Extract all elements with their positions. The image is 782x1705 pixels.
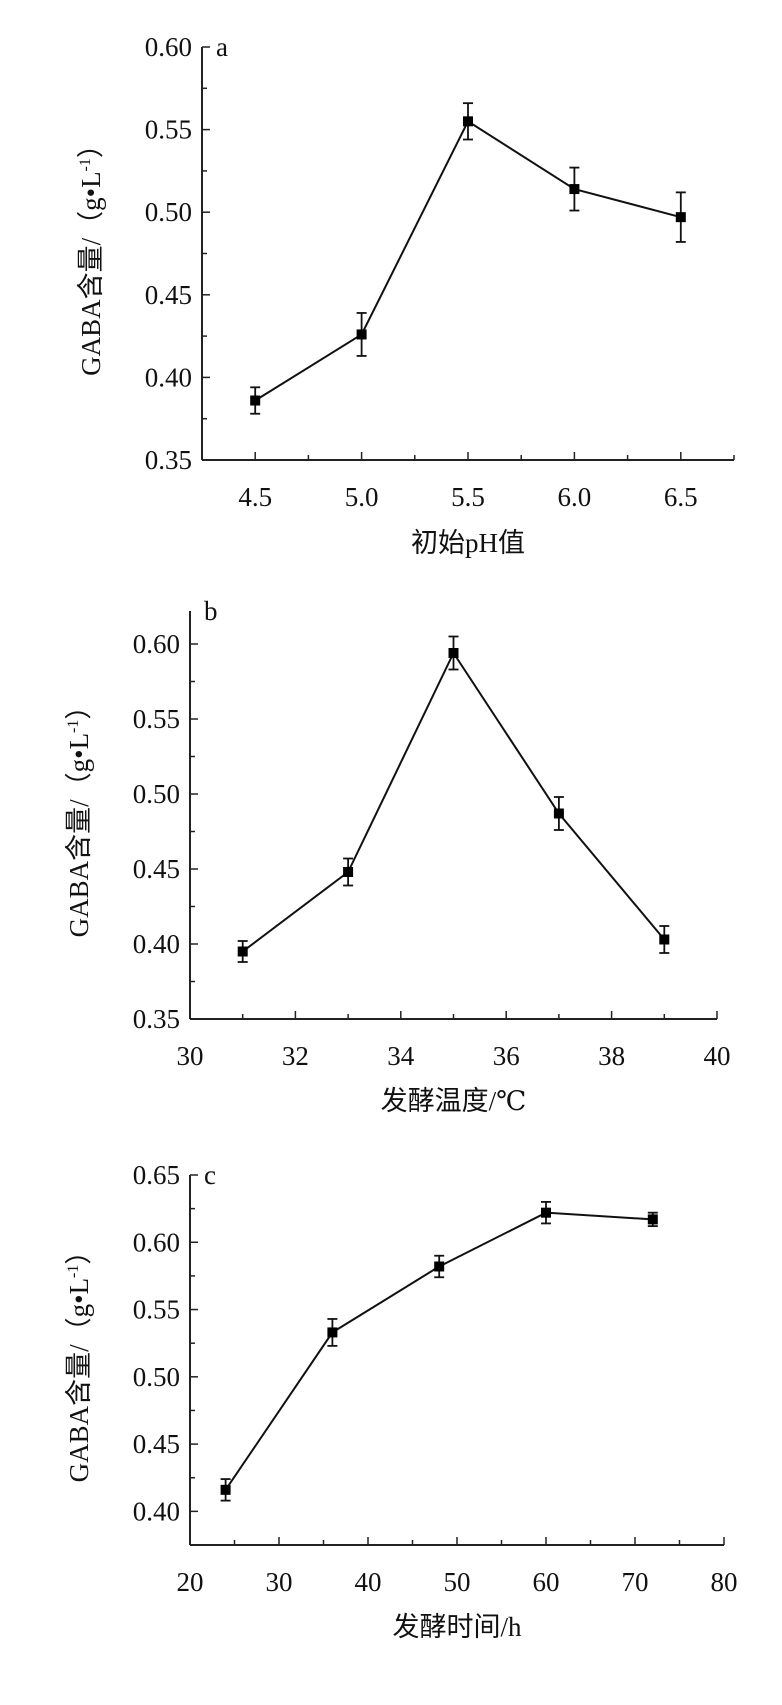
y-axis-label-close: ） [64, 693, 94, 720]
y-axis-label: GABA含量/（g•L-1） [76, 131, 106, 376]
y-tick-label: 0.40 [133, 1496, 180, 1526]
y-axis-label-main: GABA含量/（g•L [64, 733, 94, 937]
y-axis-label-main: GABA含量/（g•L [64, 1278, 94, 1482]
y-tick-label: 0.50 [133, 1362, 180, 1392]
y-tick-label: 0.65 [133, 1160, 180, 1190]
x-axis-label: 发酵温度/℃ [381, 1086, 527, 1116]
y-tick-label: 0.60 [133, 1227, 180, 1257]
data-point [647, 1214, 658, 1225]
data-point [343, 867, 354, 877]
y-axis-label-close: ） [64, 1238, 94, 1265]
x-tick-label: 40 [704, 1041, 731, 1071]
x-tick-label: 70 [622, 1567, 649, 1597]
data-point [675, 212, 686, 223]
data-point [327, 1327, 338, 1338]
y-axis-label-sup: -1 [77, 158, 94, 171]
x-tick-label: 30 [266, 1567, 293, 1597]
x-tick-label: 6.0 [558, 482, 592, 512]
y-axis-label-main: GABA含量/（g•L [76, 171, 106, 375]
x-tick-label: 6.5 [664, 482, 698, 512]
data-point [541, 1207, 551, 1218]
x-axis-label: 发酵时间/h [392, 1612, 522, 1642]
y-tick-label: 0.40 [145, 362, 192, 392]
panel-label: a [216, 32, 228, 62]
y-tick-label: 0.35 [133, 1004, 180, 1034]
y-tick-label: 0.50 [145, 197, 192, 227]
data-point [553, 808, 564, 819]
y-tick-label: 0.50 [133, 779, 180, 809]
x-tick-label: 5.5 [451, 482, 485, 512]
chart-panel-c: 0.40 0.45 0.50 0.55 0.60 0.65 20 30 40 50 60 70 80 发酵… [64, 1160, 738, 1642]
data-point [659, 934, 670, 945]
y-tick-label: 0.60 [145, 32, 192, 62]
chart-panel-b: 0.35 0.40 0.45 0.50 0.55 0.60 30 32 34 36 38 40 发酵温度… [64, 596, 731, 1116]
chart-panel-a: 0.35 0.40 0.45 0.50 0.55 0.60 4.5 5.0 5.5 6.0 6.5 初… [76, 32, 735, 558]
x-tick-label: 40 [355, 1567, 382, 1597]
y-tick-label: 0.55 [133, 1295, 180, 1325]
x-tick-label: 36 [493, 1041, 520, 1071]
panel-label: c [204, 1160, 216, 1190]
y-tick-label: 0.45 [145, 280, 192, 310]
panel-label: b [204, 596, 218, 626]
x-tick-label: 38 [598, 1041, 625, 1071]
y-tick-label: 0.55 [133, 704, 180, 734]
x-tick-label: 30 [177, 1041, 204, 1071]
data-point [237, 946, 248, 957]
x-tick-label: 20 [177, 1567, 204, 1597]
data-point [463, 116, 473, 127]
series-line [242, 650, 666, 953]
y-tick-label: 0.45 [133, 1429, 180, 1459]
series-line [224, 1211, 653, 1491]
y-axis-label-close: ） [76, 131, 106, 158]
y-axis-label: GABA含量/（g•L-1） [64, 1238, 94, 1483]
y-tick-label: 0.45 [133, 854, 180, 884]
y-tick-label: 0.40 [133, 929, 180, 959]
x-tick-label: 5.0 [345, 482, 379, 512]
series-line [254, 119, 682, 402]
x-tick-label: 32 [282, 1041, 309, 1071]
y-axis-label-sup: -1 [65, 720, 82, 733]
x-tick-label: 50 [444, 1567, 471, 1597]
data-point [569, 184, 580, 195]
x-tick-label: 60 [533, 1567, 560, 1597]
data-point [220, 1484, 231, 1495]
y-tick-label: 0.55 [145, 115, 192, 145]
y-axis-label-sup: -1 [65, 1265, 82, 1278]
x-tick-label: 4.5 [238, 482, 272, 512]
data-point [448, 648, 459, 658]
x-tick-label: 80 [711, 1567, 738, 1597]
data-point [250, 395, 261, 406]
x-tick-label: 34 [387, 1041, 415, 1071]
y-tick-label: 0.35 [145, 445, 192, 475]
data-point [434, 1261, 445, 1272]
y-tick-label: 0.60 [133, 629, 180, 659]
data-point [356, 329, 367, 340]
y-axis-label: GABA含量/（g•L-1） [64, 693, 94, 938]
x-axis-label: 初始pH值 [411, 528, 525, 558]
